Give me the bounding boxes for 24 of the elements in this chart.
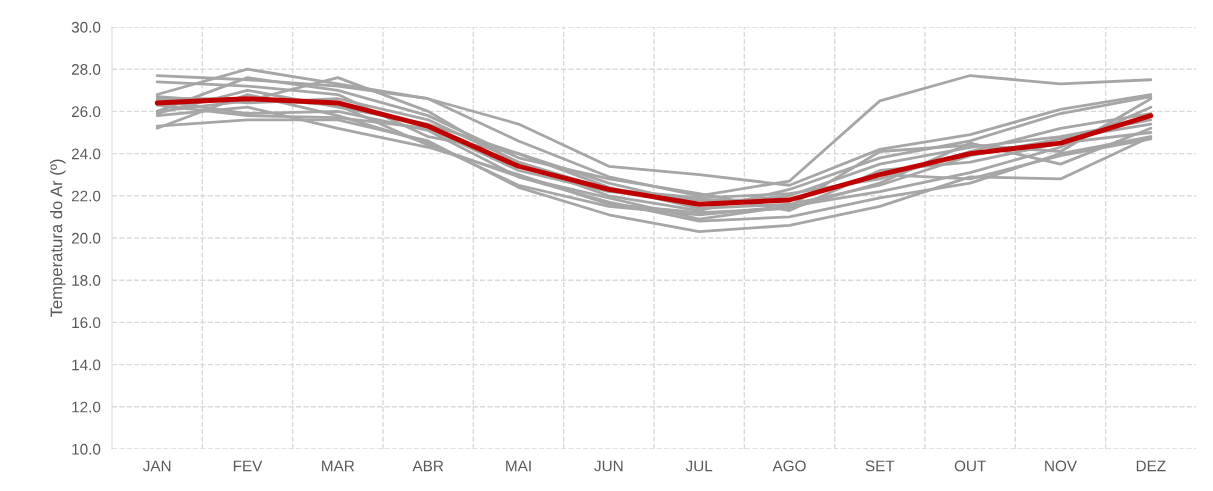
x-tick-label: JUL [685,460,713,472]
y-axis-title: Temperatura do Ar (º) [50,159,66,318]
x-tick-label: JAN [142,460,171,472]
y-tick-label: 22.0 [71,190,101,202]
x-tick-label: NOV [1045,460,1077,472]
y-tick-label: 14.0 [72,359,101,371]
y-tick-label: 20.0 [71,232,101,244]
y-tick-label: 28.0 [71,64,101,75]
y-tick-label: 10.0 [72,443,101,455]
x-tick-label: FEV [233,460,263,472]
y-tick-label: 24.0 [71,148,101,160]
y-tick-label: 30.0 [71,21,101,33]
x-tick-label: JUN [594,460,623,472]
x-tick-label: MAR [322,460,355,472]
y-tick-label: 16.0 [72,317,101,329]
x-tick-label: AGO [772,460,806,472]
x-tick-label: OUT [954,460,986,472]
y-tick-label: 18.0 [72,275,101,286]
x-tick-label: DEZ [1136,460,1166,472]
y-tick-label: 12.0 [72,401,101,413]
x-tick-label: MAI [506,460,531,472]
x-tick-label: ABR [412,460,444,472]
x-tick-label: SET [865,460,895,472]
y-tick-label: 26.0 [71,106,101,118]
